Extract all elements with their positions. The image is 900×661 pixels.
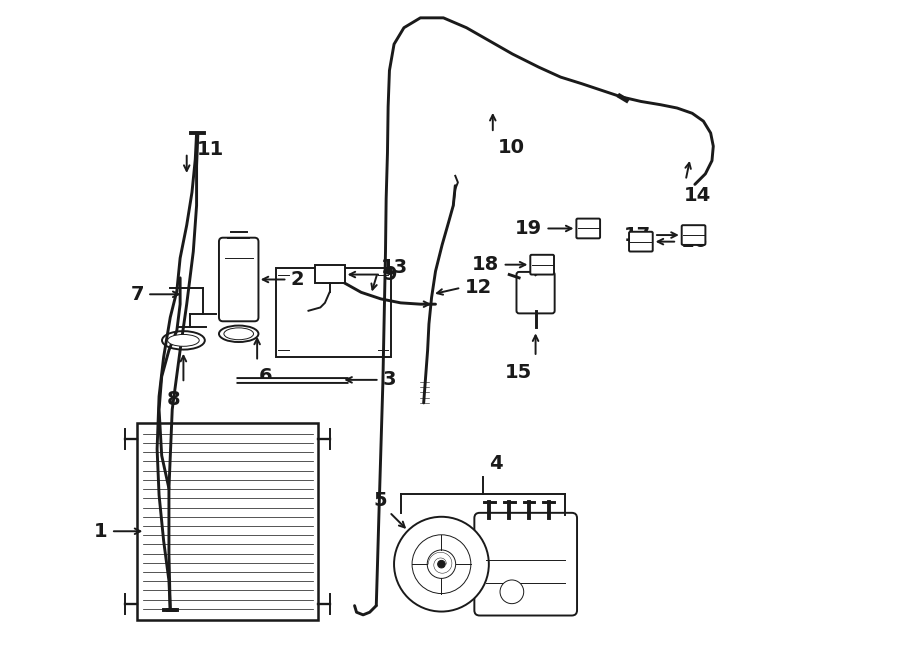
Ellipse shape — [224, 328, 254, 340]
FancyBboxPatch shape — [629, 232, 652, 252]
Text: 15: 15 — [505, 364, 532, 383]
Text: 11: 11 — [196, 140, 224, 159]
Text: 14: 14 — [684, 186, 711, 205]
Circle shape — [394, 517, 489, 611]
Ellipse shape — [219, 326, 258, 342]
Circle shape — [437, 561, 446, 568]
Text: 16: 16 — [680, 232, 707, 251]
Text: 2: 2 — [291, 270, 304, 289]
Text: 4: 4 — [490, 453, 503, 473]
FancyBboxPatch shape — [474, 513, 577, 615]
FancyBboxPatch shape — [219, 238, 258, 321]
Text: 9: 9 — [384, 265, 398, 284]
Text: 18: 18 — [472, 255, 500, 274]
Text: 10: 10 — [498, 138, 525, 157]
Bar — [315, 264, 345, 283]
Text: 12: 12 — [464, 278, 491, 297]
Text: 7: 7 — [130, 285, 144, 304]
FancyBboxPatch shape — [517, 272, 554, 313]
Text: 13: 13 — [381, 258, 408, 278]
Text: 17: 17 — [624, 225, 651, 245]
Ellipse shape — [167, 334, 199, 346]
Circle shape — [500, 580, 524, 603]
Text: 19: 19 — [515, 219, 542, 238]
Bar — [275, 268, 391, 357]
FancyBboxPatch shape — [530, 254, 554, 274]
Text: 8: 8 — [166, 390, 180, 408]
FancyBboxPatch shape — [681, 225, 706, 245]
Text: 3: 3 — [382, 370, 396, 389]
FancyBboxPatch shape — [576, 219, 600, 239]
Ellipse shape — [162, 331, 205, 350]
Circle shape — [428, 550, 455, 578]
Text: 6: 6 — [258, 367, 272, 386]
Bar — [138, 422, 319, 620]
Text: 5: 5 — [374, 490, 387, 510]
Text: 1: 1 — [94, 522, 108, 541]
Circle shape — [412, 535, 471, 594]
